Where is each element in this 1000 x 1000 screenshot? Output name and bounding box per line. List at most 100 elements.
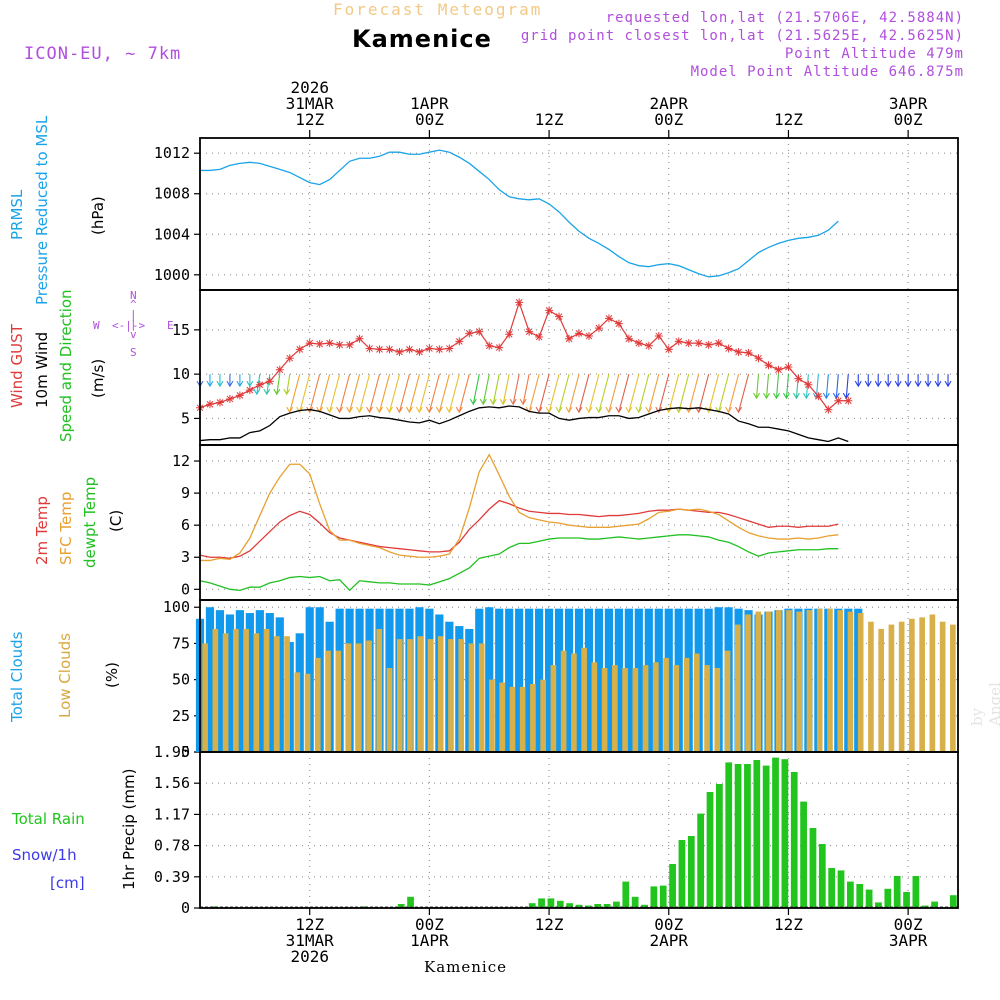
wind-direction-arrow — [528, 374, 540, 413]
total-cloud-bar — [604, 608, 614, 752]
wind-direction-arrow — [775, 374, 780, 399]
rain-bar — [762, 765, 770, 908]
y-tick-label: 3 — [181, 548, 190, 566]
time-label-bottom: 3APR — [889, 931, 928, 950]
time-label-bottom: 00Z — [654, 915, 683, 934]
wind-direction-arrow — [548, 374, 560, 413]
wind-direction-arrow — [349, 374, 361, 413]
wind-arrow-head — [725, 406, 733, 414]
wind-gust-marker — [784, 363, 793, 372]
total-cloud-bar — [654, 608, 663, 752]
wind-arrow-head — [944, 380, 952, 388]
total-cloud-bar — [495, 608, 504, 752]
wind-direction-arrow — [448, 374, 460, 413]
wind-gust-marker — [385, 345, 394, 354]
wind-arrow-head — [445, 406, 453, 414]
wind-direction-arrow — [378, 374, 391, 413]
wind-gust-marker — [515, 298, 524, 307]
y-tick-label: 0 — [181, 899, 190, 917]
wind-gust-marker — [375, 345, 384, 354]
total-cloud-bar — [275, 617, 284, 752]
low-cloud-bar — [233, 628, 239, 752]
total-clouds-label: Total Clouds — [8, 631, 26, 722]
wind-arrow-head — [535, 406, 543, 414]
wind-arrow-head — [675, 406, 683, 414]
rain-bar — [603, 904, 611, 908]
wind-gust-marker — [285, 354, 294, 363]
low-cloud-bar — [509, 686, 516, 752]
wind-gust-marker — [485, 341, 494, 350]
wind-arrow-head — [509, 398, 517, 406]
wind-gust-marker — [335, 340, 344, 349]
wind-arrow-head — [336, 406, 344, 414]
total-cloud-bar — [614, 608, 623, 752]
low-cloud-bar — [550, 665, 557, 752]
precip-unit: 1hr Precip (mm) — [120, 768, 138, 890]
low-cloud-bar — [560, 650, 567, 752]
y-tick-label: 100 — [163, 598, 190, 616]
y-tick-label: 0.78 — [154, 837, 190, 855]
panel-frame — [199, 289, 959, 446]
low-cloud-bar — [601, 668, 608, 752]
low-cloud-bar — [663, 657, 669, 752]
wind-direction-arrow — [359, 374, 371, 413]
low-cloud-bar — [765, 611, 772, 752]
wind-direction-arrow — [428, 374, 440, 413]
wind-gust-marker — [794, 374, 803, 383]
rain-bar — [678, 840, 686, 908]
rain-bar — [772, 757, 779, 908]
wind-direction-arrow — [482, 374, 490, 405]
wind-gust-marker — [305, 339, 314, 348]
rain-bar — [697, 813, 705, 908]
compass-rose: W <-|-> E N S ^ | | v — [93, 289, 174, 359]
time-label-top: 00Z — [415, 110, 444, 129]
wind-direction-arrow — [492, 374, 500, 405]
low-cloud-bar — [202, 643, 208, 752]
sfc-temp-line — [200, 453, 839, 562]
low-cloud-bar — [714, 668, 721, 752]
low-cloud-bar — [274, 636, 280, 752]
wind-unit: (m/s) — [89, 358, 107, 398]
rain-bar — [575, 904, 583, 908]
wind-direction-arrow — [299, 374, 311, 413]
wind-arrow-head — [924, 380, 932, 388]
wind-gust-marker — [465, 329, 474, 338]
wind-arrow-head — [216, 380, 224, 388]
wind-gust-marker — [694, 339, 703, 348]
clouds-unit: (%) — [103, 662, 121, 688]
low-cloud-bar — [571, 653, 577, 752]
low-cloud-bar — [847, 611, 854, 752]
wind-arrow-head — [645, 406, 653, 414]
wind-gust-marker — [614, 319, 623, 328]
wind-arrow-head — [525, 406, 533, 414]
wind-speed-line — [199, 405, 849, 443]
wind-arrow-head — [236, 380, 244, 388]
wind-direction-arrow — [286, 374, 291, 395]
low-cloud-bar — [499, 682, 505, 752]
wind-arrow-head — [263, 388, 271, 396]
rain-bar — [818, 844, 826, 908]
total-cloud-bar — [644, 608, 653, 752]
low-cloud-bar — [427, 639, 434, 752]
wind-arrow-head — [763, 392, 770, 400]
wind-direction-arrow — [765, 374, 770, 399]
wind-arrow-head — [253, 388, 261, 396]
wind-arrow-head — [376, 406, 383, 414]
low-cloud-bar — [857, 613, 864, 752]
wind-direction-arrow — [309, 374, 321, 413]
rain-bar — [566, 903, 574, 908]
low-cloud-bar — [591, 662, 598, 752]
low-cloud-bar — [683, 657, 690, 752]
low-cloud-bar — [745, 614, 751, 752]
wind-arrow-head — [715, 406, 723, 414]
dewpt-line — [199, 534, 839, 592]
rain-bar — [884, 888, 892, 908]
y-tick-label: 1.95 — [154, 743, 190, 761]
rain-bar — [809, 828, 817, 908]
low-cloud-bar — [622, 668, 628, 752]
wind-10m-label: 10m Wind — [33, 331, 51, 408]
total-cloud-bar — [554, 608, 564, 752]
wind-arrow-head — [296, 406, 304, 414]
y-tick-label: 15 — [172, 321, 190, 339]
time-label-top: 00Z — [894, 110, 923, 129]
